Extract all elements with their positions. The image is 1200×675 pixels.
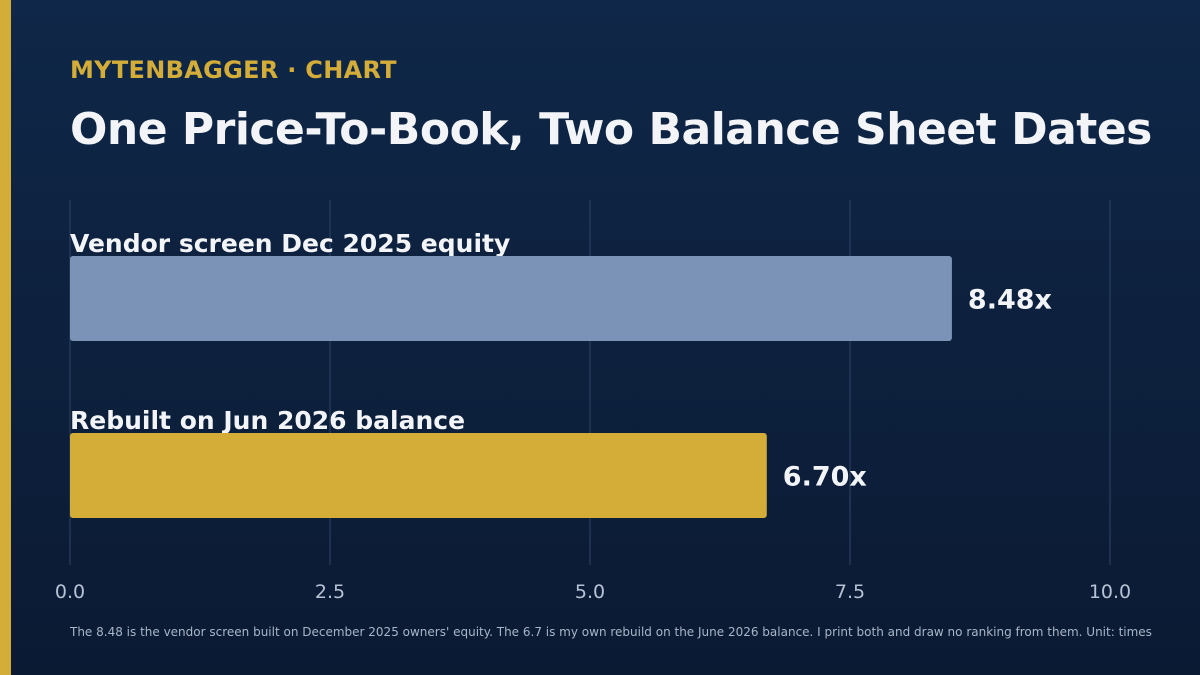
x-tick-label: 5.0 [575,581,605,603]
x-tick-label: 10.0 [1089,581,1131,603]
category-label: Rebuilt on Jun 2026 balance [70,406,465,435]
chart-title: One Price-To-Book, Two Balance Sheet Dat… [70,104,1152,155]
x-tick-label: 0.0 [55,581,85,603]
category-label: Vendor screen Dec 2025 equity [70,229,510,258]
bar [70,256,952,341]
footnote: The 8.48 is the vendor screen built on D… [70,625,1152,639]
x-tick-label: 7.5 [835,581,865,603]
accent-bar [0,0,11,675]
brand-label: MYTENBAGGER · CHART [70,56,397,84]
x-tick-label: 2.5 [315,581,345,603]
data-label: 6.70x [783,462,867,493]
bar [70,433,767,518]
data-label: 8.48x [968,285,1052,316]
